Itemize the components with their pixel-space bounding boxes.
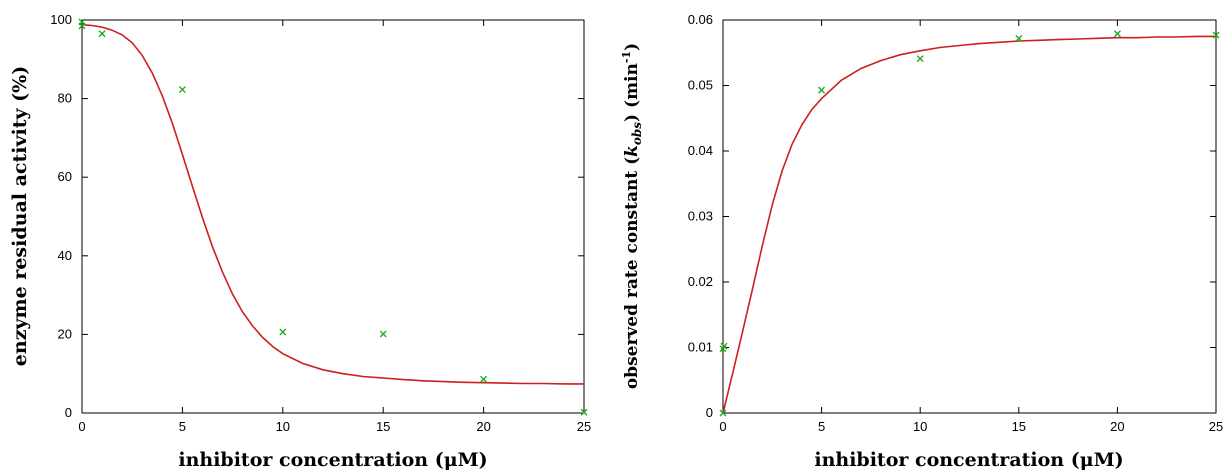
axis-ticks: 0 5 10 15 20 25 0 20 40 60 80 100 xyxy=(50,12,591,434)
x-tick-label: 20 xyxy=(476,419,490,434)
plot-frame xyxy=(722,19,1217,414)
x-tick-label: 5 xyxy=(818,419,825,434)
data-point xyxy=(719,409,727,417)
data-point xyxy=(279,328,287,336)
x-axis-label: inhibitor concentration (μM) xyxy=(814,449,1123,471)
y-tick-label: 20 xyxy=(58,326,72,341)
data-points xyxy=(719,30,1220,417)
x-tick-label: 25 xyxy=(1209,419,1223,434)
y-axis-label-sub: obs xyxy=(630,122,644,145)
y-tick-label: 0.04 xyxy=(688,143,713,158)
y-tick-label: 0 xyxy=(65,405,72,420)
data-point xyxy=(818,86,826,94)
data-point xyxy=(178,86,186,94)
y-axis-label-sup: -1 xyxy=(620,51,633,63)
y-tick-label: 100 xyxy=(50,12,72,27)
y-tick-label: 80 xyxy=(58,91,72,106)
axis-ticks: 0 5 10 15 20 25 0 0.01 0.02 0.03 0.04 0.05 0.06 xyxy=(688,12,1224,434)
data-point xyxy=(580,408,588,416)
y-axis-label: enzyme residual activity (%) xyxy=(9,66,31,366)
y-tick-label: 0.01 xyxy=(688,340,713,355)
x-tick-label: 10 xyxy=(276,419,290,434)
y-axis-label-end: ) xyxy=(622,43,642,51)
y-tick-label: 40 xyxy=(58,248,72,263)
x-tick-label: 5 xyxy=(179,419,186,434)
y-axis-label-main: observed rate constant ( xyxy=(622,157,642,389)
data-point xyxy=(1113,30,1121,38)
fit-line xyxy=(722,35,1216,414)
y-tick-label: 0 xyxy=(706,405,713,420)
y-tick-label: 60 xyxy=(58,169,72,184)
y-axis-label-mid: ) (min xyxy=(622,63,642,122)
data-point xyxy=(379,330,387,338)
fit-line xyxy=(81,23,584,385)
data-points xyxy=(78,18,588,416)
x-tick-label: 25 xyxy=(577,419,591,434)
y-tick-label: 0.02 xyxy=(688,274,713,289)
fit-curve xyxy=(81,23,584,385)
chart-residual-activity: 0 5 10 15 20 25 0 20 40 60 80 100 inhibitor concent… xyxy=(9,12,591,471)
data-point xyxy=(1015,34,1023,42)
y-tick-label: 0.06 xyxy=(688,12,713,27)
x-tick-label: 20 xyxy=(1110,419,1124,434)
plot-frame xyxy=(81,19,585,414)
data-point xyxy=(916,55,924,63)
data-point xyxy=(98,30,106,38)
x-axis-label: inhibitor concentration (μM) xyxy=(178,449,487,471)
data-point xyxy=(1212,31,1220,39)
y-axis-label: observed rate constant (kobs) (min-1) xyxy=(620,43,644,389)
chart-rate-constant: 0 5 10 15 20 25 0 0.01 0.02 0.03 0.04 0.05 0.06 inhi… xyxy=(620,12,1223,471)
y-axis-label-k: k xyxy=(622,145,642,157)
data-point xyxy=(720,342,728,350)
y-tick-label: 0.05 xyxy=(688,78,713,93)
data-point xyxy=(480,375,488,383)
data-point xyxy=(78,22,86,30)
x-tick-label: 0 xyxy=(719,419,726,434)
x-tick-label: 15 xyxy=(1012,419,1026,434)
x-tick-label: 15 xyxy=(376,419,390,434)
y-tick-label: 0.03 xyxy=(688,209,713,224)
fit-curve xyxy=(722,35,1216,414)
x-tick-label: 0 xyxy=(78,419,85,434)
x-tick-label: 10 xyxy=(913,419,927,434)
